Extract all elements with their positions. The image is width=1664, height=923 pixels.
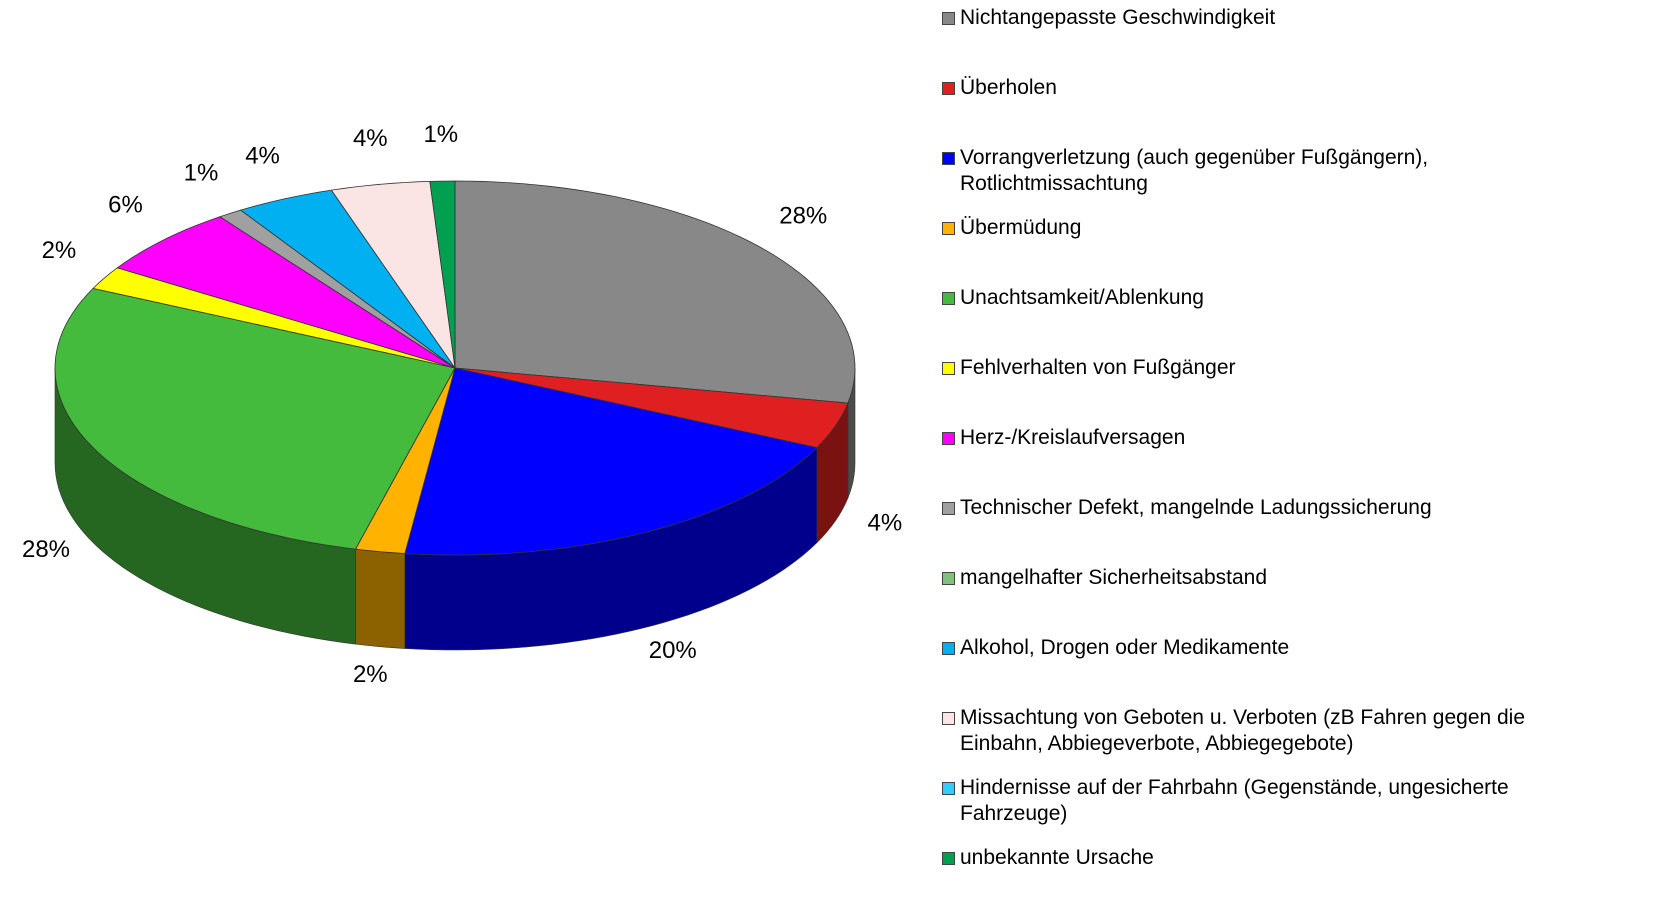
legend-swatch [942,152,955,165]
legend-label: Technischer Defekt, mangelnde Ladungssic… [960,496,1432,519]
legend-swatch [942,12,955,25]
legend-item: Vorrangverletzung (auch gegenüber Fußgän… [942,145,1580,197]
legend-item: Übermüdung [942,215,1580,241]
legend-label: Herz-/Kreislaufversagen [960,426,1186,449]
pie-slice [330,180,456,369]
legend-swatch [942,222,955,235]
legend-swatch [942,362,955,375]
legend-item: Nichtangepasste Geschwindigkeit [942,5,1580,31]
pie-slice [404,367,818,556]
legend-item: Fehlverhalten von Fußgänger [942,355,1580,381]
legend-swatch [942,782,955,795]
legend-label: mangelhafter Sicherheitsabstand [960,566,1268,589]
legend-label: Unachtsamkeit/Ablenkung [960,286,1204,309]
legend-swatch [942,642,955,655]
data-label: 2% [353,661,388,688]
legend-label: Vorrangverletzung (auch gegenüber Fußgän… [960,146,1429,195]
pie-side [355,548,406,649]
data-label: 4% [245,142,280,169]
legend-item: Hindernisse auf der Fahrbahn (Gegenständ… [942,775,1580,827]
legend-swatch [942,432,955,445]
legend-item: Missachtung von Geboten u. Verboten (zB … [942,705,1580,757]
data-label: 2% [42,237,77,264]
legend-item: mangelhafter Sicherheitsabstand [942,565,1580,591]
legend-item: Herz-/Kreislaufversagen [942,425,1580,451]
data-label: 20% [649,637,697,664]
pie-slice [454,180,856,404]
legend-swatch [942,82,955,95]
data-label: 28% [779,202,827,229]
legend-swatch [942,852,955,865]
pie-slice [454,367,849,449]
legend-item: Überholen [942,75,1580,101]
pie-slice [116,216,456,369]
legend-label: Überholen [960,76,1057,99]
legend-label: Nichtangepasste Geschwindigkeit [960,6,1276,29]
pie-slice [54,287,456,550]
legend-label: Missachtung von Geboten u. Verboten (zB … [960,706,1526,755]
chart: 28% 4% 20% 2% 28% 2% 6% 1% 4% 4% 1% [22,121,903,688]
legend-label: Fehlverhalten von Fußgänger [960,356,1236,379]
data-label: 1% [423,121,458,148]
legend-item: Technischer Defekt, mangelnde Ladungssic… [942,495,1580,521]
legend-label: Übermüdung [960,216,1082,239]
data-label: 6% [108,192,143,219]
pie-slice [429,180,456,369]
legend-item: unbekannte Ursache [942,845,1580,871]
data-label: 28% [22,536,70,563]
legend-swatch [942,292,955,305]
legend-label: Hindernisse auf der Fahrbahn (Gegenständ… [960,776,1509,825]
legend-swatch [942,712,955,725]
data-label: 4% [868,510,903,537]
pie-slice [239,189,456,369]
legend-item: Alkohol, Drogen oder Medikamente [942,635,1580,661]
data-label: 4% [353,125,388,152]
legend-swatch [942,502,955,515]
legend-label: unbekannte Ursache [960,846,1154,869]
legend-label: Alkohol, Drogen oder Medikamente [960,636,1290,659]
legend-swatch [942,572,955,585]
legend-item: Unachtsamkeit/Ablenkung [942,285,1580,311]
data-label: 1% [184,160,219,187]
